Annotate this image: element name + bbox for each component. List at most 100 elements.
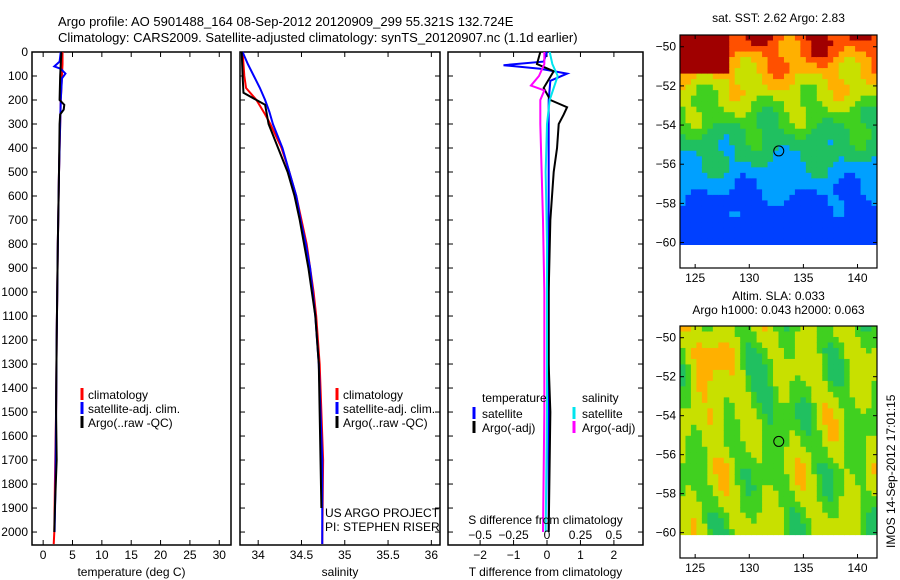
heatmap-cell bbox=[833, 326, 840, 332]
heatmap-cell bbox=[822, 123, 829, 130]
heatmap-cell bbox=[783, 507, 790, 514]
heatmap-cell bbox=[827, 211, 834, 218]
heatmap-cell bbox=[767, 200, 774, 207]
x-tick-label: −1 bbox=[507, 548, 521, 562]
heatmap-cell bbox=[855, 347, 862, 354]
heatmap-cell bbox=[838, 161, 845, 168]
heatmap-cell bbox=[800, 134, 807, 141]
heatmap-cell bbox=[751, 101, 758, 108]
heatmap-cell bbox=[794, 369, 801, 376]
heatmap-cell bbox=[762, 183, 769, 190]
heatmap-cell bbox=[838, 402, 845, 409]
heatmap-cell bbox=[833, 183, 840, 190]
heatmap-cell bbox=[745, 353, 752, 360]
heatmap-cell bbox=[707, 452, 714, 459]
heatmap-cell bbox=[833, 178, 840, 185]
heatmap-cell bbox=[855, 485, 862, 492]
heatmap-cell bbox=[712, 369, 719, 376]
heatmap-cell bbox=[718, 205, 725, 212]
heatmap-cell bbox=[729, 172, 736, 179]
heatmap-cell bbox=[783, 518, 790, 525]
heatmap-cell bbox=[740, 189, 747, 196]
heatmap-cell bbox=[701, 358, 708, 365]
heatmap-cell bbox=[756, 331, 763, 338]
heatmap-cell bbox=[756, 529, 763, 536]
heatmap-cell bbox=[833, 40, 840, 47]
heatmap-cell bbox=[723, 375, 730, 382]
heatmap-cell bbox=[707, 474, 714, 481]
heatmap-cell bbox=[707, 200, 714, 207]
heatmap-cell bbox=[811, 189, 818, 196]
heatmap-cell bbox=[778, 490, 785, 497]
heatmap-cell bbox=[805, 512, 812, 519]
heatmap-cell bbox=[745, 35, 752, 42]
heatmap-cell bbox=[789, 73, 796, 80]
heatmap-cell bbox=[773, 402, 779, 409]
heatmap-cell bbox=[844, 402, 851, 409]
heatmap-cells-sst-map bbox=[680, 35, 878, 246]
heatmap-cell bbox=[756, 326, 763, 332]
heatmap-cell bbox=[783, 62, 790, 69]
heatmap-cell bbox=[811, 430, 818, 437]
heatmap-cell bbox=[871, 380, 878, 387]
heatmap-cell bbox=[707, 139, 714, 146]
heatmap-cell bbox=[805, 413, 812, 420]
heatmap-cell bbox=[805, 419, 812, 426]
heatmap-cell bbox=[849, 512, 856, 519]
heatmap-cell bbox=[751, 233, 758, 240]
heatmap-cell bbox=[816, 172, 823, 179]
heatmap-cell bbox=[723, 529, 730, 536]
heatmap-cell bbox=[767, 507, 774, 514]
heatmap-cell bbox=[816, 90, 823, 97]
heatmap-cell bbox=[789, 529, 796, 536]
heatmap-cell bbox=[680, 457, 686, 464]
heatmap-cell bbox=[866, 512, 873, 519]
heatmap-cell bbox=[833, 485, 840, 492]
heatmap-cell bbox=[773, 73, 779, 80]
heatmap-cell bbox=[778, 496, 785, 503]
heatmap-cell bbox=[745, 183, 752, 190]
heatmap-cell bbox=[680, 73, 686, 80]
heatmap-cell bbox=[783, 156, 790, 163]
heatmap-cell bbox=[773, 205, 779, 212]
heatmap-cell bbox=[712, 233, 719, 240]
heatmap-cell bbox=[800, 529, 807, 536]
heatmap-cell bbox=[838, 46, 845, 53]
heatmap-cell bbox=[712, 441, 719, 448]
heatmap-cell bbox=[756, 490, 763, 497]
heatmap-cell bbox=[745, 479, 752, 486]
heatmap-cell bbox=[778, 430, 785, 437]
heatmap-cell bbox=[871, 463, 878, 470]
heatmap-cell bbox=[762, 326, 769, 332]
heatmap-cell bbox=[740, 128, 747, 135]
heatmap-cell bbox=[866, 397, 873, 404]
heatmap-cell bbox=[680, 326, 686, 332]
heatmap-cell bbox=[723, 463, 730, 470]
heatmap-cell bbox=[685, 134, 692, 141]
y-tick-label: −60 bbox=[656, 236, 677, 250]
heatmap-cell bbox=[723, 358, 730, 365]
heatmap-cell bbox=[844, 35, 851, 42]
heatmap-cell bbox=[718, 413, 725, 420]
heatmap-cell bbox=[773, 178, 779, 185]
heatmap-cell bbox=[794, 156, 801, 163]
y-tick-label: 600 bbox=[8, 189, 28, 203]
heatmap-cell bbox=[756, 161, 763, 168]
heatmap-cell bbox=[783, 485, 790, 492]
heatmap-cell bbox=[816, 402, 823, 409]
heatmap-cell bbox=[701, 178, 708, 185]
heatmap-cell bbox=[871, 123, 878, 130]
heatmap-cell bbox=[805, 139, 812, 146]
heatmap-cell bbox=[783, 112, 790, 119]
heatmap-cell bbox=[685, 331, 692, 338]
heatmap-cell bbox=[718, 457, 725, 464]
heatmap-cell bbox=[811, 402, 818, 409]
heatmap-cell bbox=[816, 496, 823, 503]
heatmap-cell bbox=[866, 446, 873, 453]
heatmap-cell bbox=[756, 408, 763, 415]
heatmap-cell bbox=[690, 205, 697, 212]
heatmap-cell bbox=[729, 408, 736, 415]
heatmap-cell bbox=[680, 402, 686, 409]
heatmap-cell bbox=[685, 496, 692, 503]
heatmap-cell bbox=[794, 353, 801, 360]
